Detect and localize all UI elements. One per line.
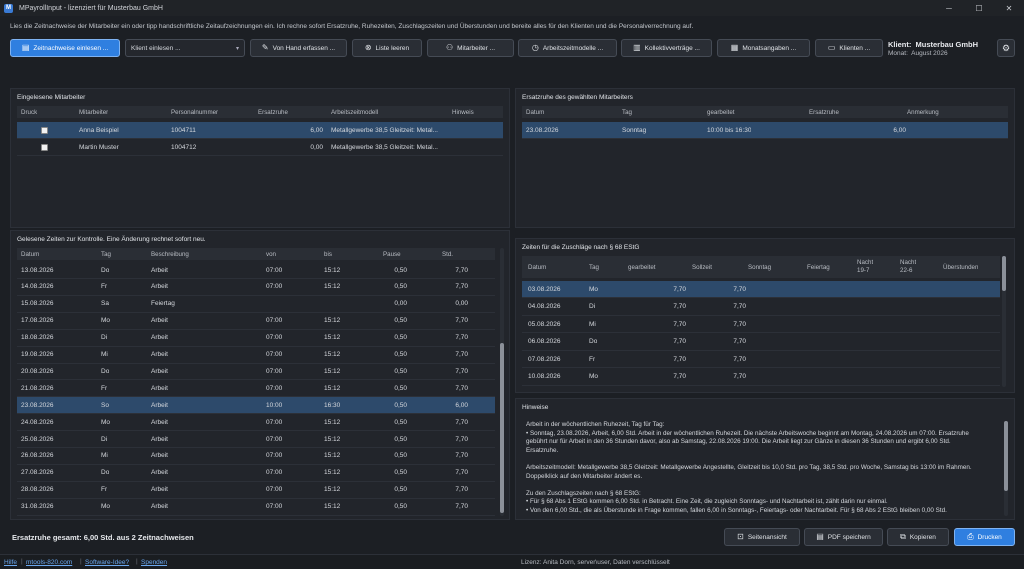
table-row[interactable]: 23.08.2026 So Arbeit 10:00 16:30 0,50 6,00 xyxy=(17,397,495,415)
total-rest: Ersatzruhe gesamt: 6,00 Std. aus 2 Zeitn… xyxy=(12,533,194,542)
table-row[interactable]: 03.08.2026 Mo 7,70 7,70 xyxy=(522,281,1000,298)
table-row[interactable]: 13.08.2026 Do Arbeit 07:00 15:12 0,50 7,70 xyxy=(17,262,495,279)
hints-title: Hinweise xyxy=(522,404,549,411)
table-row[interactable]: 06.08.2026 Do 7,70 7,70 xyxy=(522,334,1000,351)
chevron-down-icon: ▾ xyxy=(235,45,239,52)
status-bar: Hilfe | mtools-820.com | Software-Idee? … xyxy=(0,554,1024,569)
preview-icon: ⊡ xyxy=(737,532,744,541)
times-title: Gelesene Zeiten zur Kontrolle. Eine Ände… xyxy=(17,236,206,243)
rest-header: Datum Tag gearbeitet Ersatzruhe Anmerkun… xyxy=(522,106,1008,118)
table-row[interactable]: 19.08.2026 Mi Arbeit 07:00 15:12 0,50 7,70 xyxy=(17,347,495,364)
print-button[interactable]: ⎙ Drucken xyxy=(954,528,1015,546)
title-bar: M MPayrollInput - lizenziert für Musterb… xyxy=(0,0,1024,16)
rest-row[interactable]: 23.08.2026 Sonntag 10:00 bis 16:30 6,00 xyxy=(522,122,1008,139)
rest-panel: Ersatzruhe des gewählten Mitarbeiters Da… xyxy=(515,88,1015,228)
surcharge-scrollbar[interactable] xyxy=(1002,256,1006,387)
maximize-button[interactable]: ☐ xyxy=(975,3,983,13)
times-panel: Gelesene Zeiten zur Kontrolle. Eine Ände… xyxy=(10,230,510,520)
page-preview-button[interactable]: ⊡ Seitenansicht xyxy=(724,528,800,546)
close-button[interactable]: ✕ xyxy=(1005,3,1013,13)
times-scrollbar[interactable] xyxy=(500,248,504,516)
employee-row[interactable]: Martin Muster 1004712 0,00 Metallgewerbe… xyxy=(17,139,503,156)
table-row[interactable]: 21.08.2026 Fr Arbeit 07:00 15:12 0,50 7,70 xyxy=(17,380,495,398)
intro-text: Lies die Zeitnachweise der Mitarbeiter e… xyxy=(10,23,694,30)
calendar-icon: ▦ xyxy=(730,43,739,52)
print-checkbox[interactable] xyxy=(41,126,48,134)
surcharge-title: Zeiten für die Zuschläge nach § 68 EStG xyxy=(522,244,640,251)
hints-text: Arbeit in der wöchentlichen Ruhezeit, Ta… xyxy=(526,421,972,514)
copy-button[interactable]: ⧉ Kopieren xyxy=(887,528,949,546)
table-row[interactable]: 17.08.2026 Mo Arbeit 07:00 15:12 0,50 7,70 xyxy=(17,313,495,330)
table-row[interactable]: 27.08.2026 Do Arbeit 07:00 15:12 0,50 7,70 xyxy=(17,465,495,482)
folder-icon: ▭ xyxy=(827,43,836,52)
clear-list-button[interactable]: ⊗ Liste leeren xyxy=(352,39,422,57)
employees-panel: Eingelesene Mitarbeiter Druck Mitarbeite… xyxy=(10,88,510,228)
employee-row[interactable]: Anna Beispiel 1004711 6,00 Metallgewerbe… xyxy=(17,122,503,139)
clear-icon: ⊗ xyxy=(364,43,372,52)
pdf-icon: ▤ xyxy=(816,532,824,541)
footer: Ersatzruhe gesamt: 6,00 Std. aus 2 Zeitn… xyxy=(0,520,1024,554)
table-row[interactable]: 28.08.2026 Fr Arbeit 07:00 15:12 0,50 7,70 xyxy=(17,482,495,499)
surcharge-scroll-thumb[interactable] xyxy=(1002,256,1006,291)
table-row[interactable]: 07.08.2026 Fr 7,70 7,70 xyxy=(522,351,1000,368)
print-checkbox[interactable] xyxy=(41,143,48,151)
table-row[interactable]: 18.08.2026 Di Arbeit 07:00 15:12 0,50 7,70 xyxy=(17,330,495,347)
printer-icon: ⎙ xyxy=(967,532,974,541)
times-scroll-thumb[interactable] xyxy=(500,343,504,513)
times-header: Datum Tag Beschreibung von bis Pause Std… xyxy=(17,248,495,260)
document-icon: ▤ xyxy=(21,43,30,52)
hand-icon: ✎ xyxy=(261,43,269,52)
work-models-button[interactable]: ◷ Arbeitszeitmodelle ... xyxy=(518,39,617,57)
surcharge-header: Datum Tag gearbeitet Sollzeit Sonntag Fe… xyxy=(522,256,1000,278)
clients-button[interactable]: ▭ Klienten ... xyxy=(815,39,883,57)
license-info: Lizenz: Anita Dorn, server\user, Daten v… xyxy=(521,559,670,566)
collective-agreements-button[interactable]: ▥ Kollektivverträge ... xyxy=(621,39,712,57)
people-icon: ⚇ xyxy=(445,43,454,52)
table-row[interactable]: 15.08.2026 Sa Feiertag 0,00 0,00 xyxy=(17,296,495,313)
help-link[interactable]: Hilfe xyxy=(4,559,18,566)
app-icon: M xyxy=(4,3,13,13)
donate-link[interactable]: Spenden xyxy=(141,559,168,566)
table-row[interactable]: 20.08.2026 Do Arbeit 07:00 15:12 0,50 7,70 xyxy=(17,363,495,381)
monthly-data-button[interactable]: ▦ Monatsangaben ... xyxy=(717,39,810,57)
manual-entry-button[interactable]: ✎ Von Hand erfassen ... xyxy=(250,39,347,57)
table-row[interactable]: 31.08.2026 Mo Arbeit 07:00 15:12 0,50 7,70 xyxy=(17,499,495,516)
window-title: MPayrollInput - lizenziert für Musterbau… xyxy=(19,4,163,12)
surcharge-panel: Zeiten für die Zuschläge nach § 68 EStG … xyxy=(515,238,1015,393)
hints-panel: Hinweise Arbeit in der wöchentlichen Ruh… xyxy=(515,398,1015,520)
hints-scrollbar[interactable] xyxy=(1004,421,1008,516)
toolbar: ▤ Zeitnachweise einlesen ... Klient einle… xyxy=(10,39,1015,57)
book-icon: ▥ xyxy=(633,43,641,52)
table-row[interactable]: 26.08.2026 Mi Arbeit 07:00 15:12 0,50 7,70 xyxy=(17,448,495,465)
minimize-button[interactable]: ─ xyxy=(946,3,952,13)
employees-header: Druck Mitarbeiter Personalnummer Ersatzr… xyxy=(17,106,503,118)
rest-title: Ersatzruhe des gewählten Mitarbeiters xyxy=(522,94,633,101)
table-row[interactable]: 25.08.2026 Di Arbeit 07:00 15:12 0,50 7,70 xyxy=(17,431,495,448)
table-row[interactable]: 24.08.2026 Mo Arbeit 07:00 15:12 0,50 7,70 xyxy=(17,414,495,432)
software-idea-link[interactable]: Software-Idee? xyxy=(85,559,130,566)
client-info: Klient: Musterbau GmbH xyxy=(888,40,979,49)
save-pdf-button[interactable]: ▤ PDF speichern xyxy=(804,528,883,546)
hints-scroll-thumb[interactable] xyxy=(1004,421,1008,491)
website-link[interactable]: mtools-820.com xyxy=(26,559,73,566)
gear-icon[interactable]: ⚙ xyxy=(997,39,1015,57)
table-row[interactable]: 04.08.2026 Di 7,70 7,70 xyxy=(522,299,1000,316)
client-read-select[interactable]: Klient einlesen ... ▾ xyxy=(125,39,245,57)
employees-button[interactable]: ⚇ Mitarbeiter ... xyxy=(427,39,514,57)
table-row[interactable]: 14.08.2026 Fr Arbeit 07:00 15:12 0,50 7,70 xyxy=(17,279,495,296)
table-row[interactable]: 05.08.2026 Mi 7,70 7,70 xyxy=(522,316,1000,333)
copy-icon: ⧉ xyxy=(900,532,906,541)
read-timesheets-button[interactable]: ▤ Zeitnachweise einlesen ... xyxy=(10,39,120,57)
month-info: Monat: August 2026 xyxy=(888,50,948,57)
employees-title: Eingelesene Mitarbeiter xyxy=(17,94,86,101)
clock-icon: ◷ xyxy=(531,43,539,52)
table-row[interactable]: 10.08.2026 Mo 7,70 7,70 xyxy=(522,369,1000,386)
